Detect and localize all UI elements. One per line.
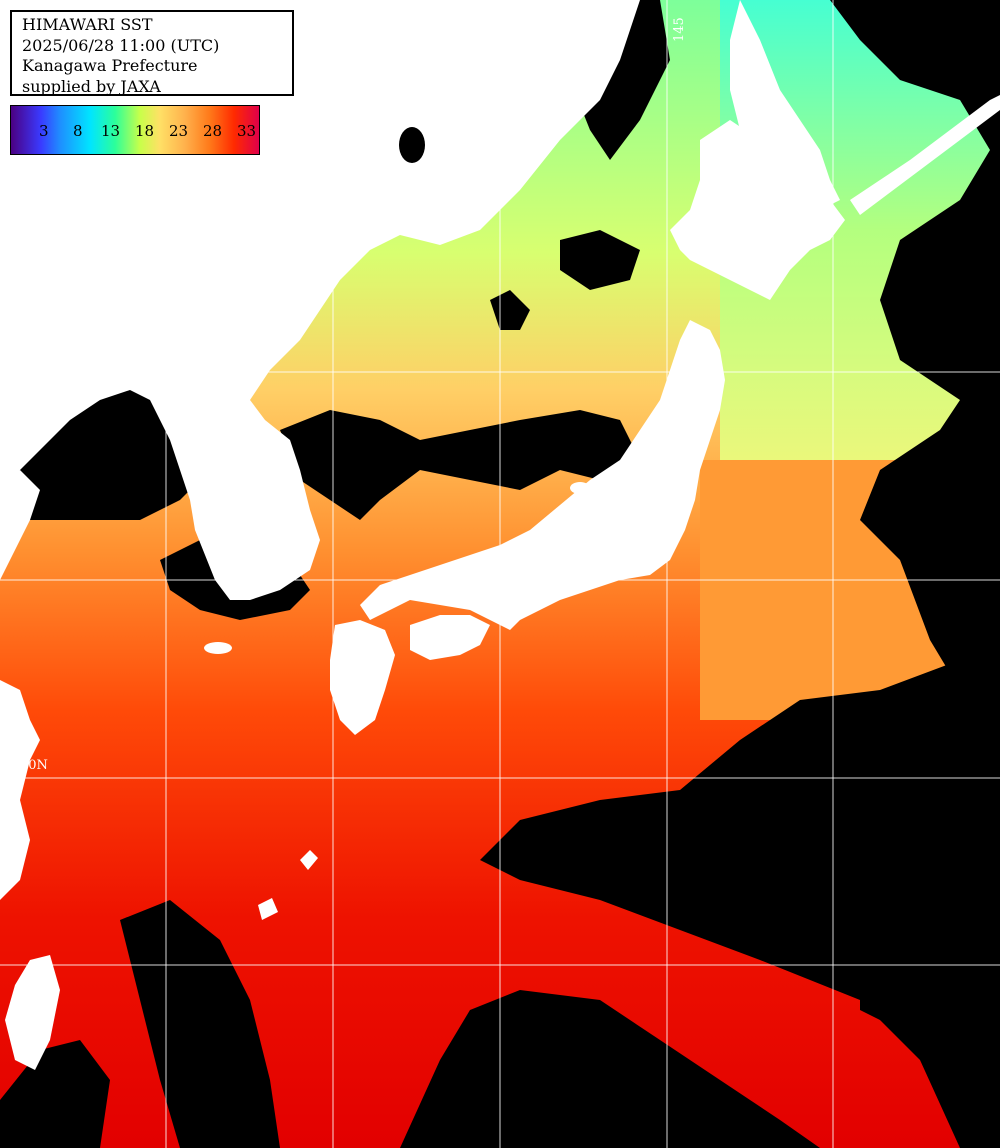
color-bar-tick: 18 [135, 122, 155, 140]
color-bar-tick: 23 [169, 122, 189, 140]
land-kurils [850, 95, 1000, 215]
map-region: Kanagawa Prefecture [22, 56, 198, 75]
land-ryukyu [258, 850, 318, 920]
land-kyushu [330, 620, 395, 735]
map-credit: supplied by JAXA [22, 76, 161, 96]
land-hokkaido [670, 120, 845, 300]
land-china-coast [0, 470, 40, 580]
land-jeju [204, 642, 232, 654]
island-black [399, 127, 425, 163]
info-box: HIMAWARI SST 2025/06/28 11:00 (UTC) Kana… [10, 10, 294, 96]
color-bar-tick: 3 [39, 122, 49, 140]
land-china-east [0, 680, 40, 900]
color-bar-tick: 28 [203, 122, 223, 140]
color-bar-tick: 33 [237, 122, 257, 140]
land-shikoku [410, 615, 490, 660]
land-honshu [360, 320, 725, 630]
lat-label-40n: 40N [20, 352, 48, 367]
lon-label-145: 145 [672, 17, 687, 42]
land-taiwan [5, 955, 60, 1070]
color-bar-tick: 8 [73, 122, 83, 140]
color-bar-tick: 13 [101, 122, 121, 140]
map-title: HIMAWARI SST [22, 15, 153, 34]
lat-label-30n: 30N [20, 758, 48, 773]
map-datetime: 2025/06/28 11:00 (UTC) [22, 35, 220, 55]
land-sakhalin [730, 0, 840, 210]
land-sado [570, 482, 590, 494]
color-bar: 3 8 13 18 23 28 33 [10, 105, 260, 155]
